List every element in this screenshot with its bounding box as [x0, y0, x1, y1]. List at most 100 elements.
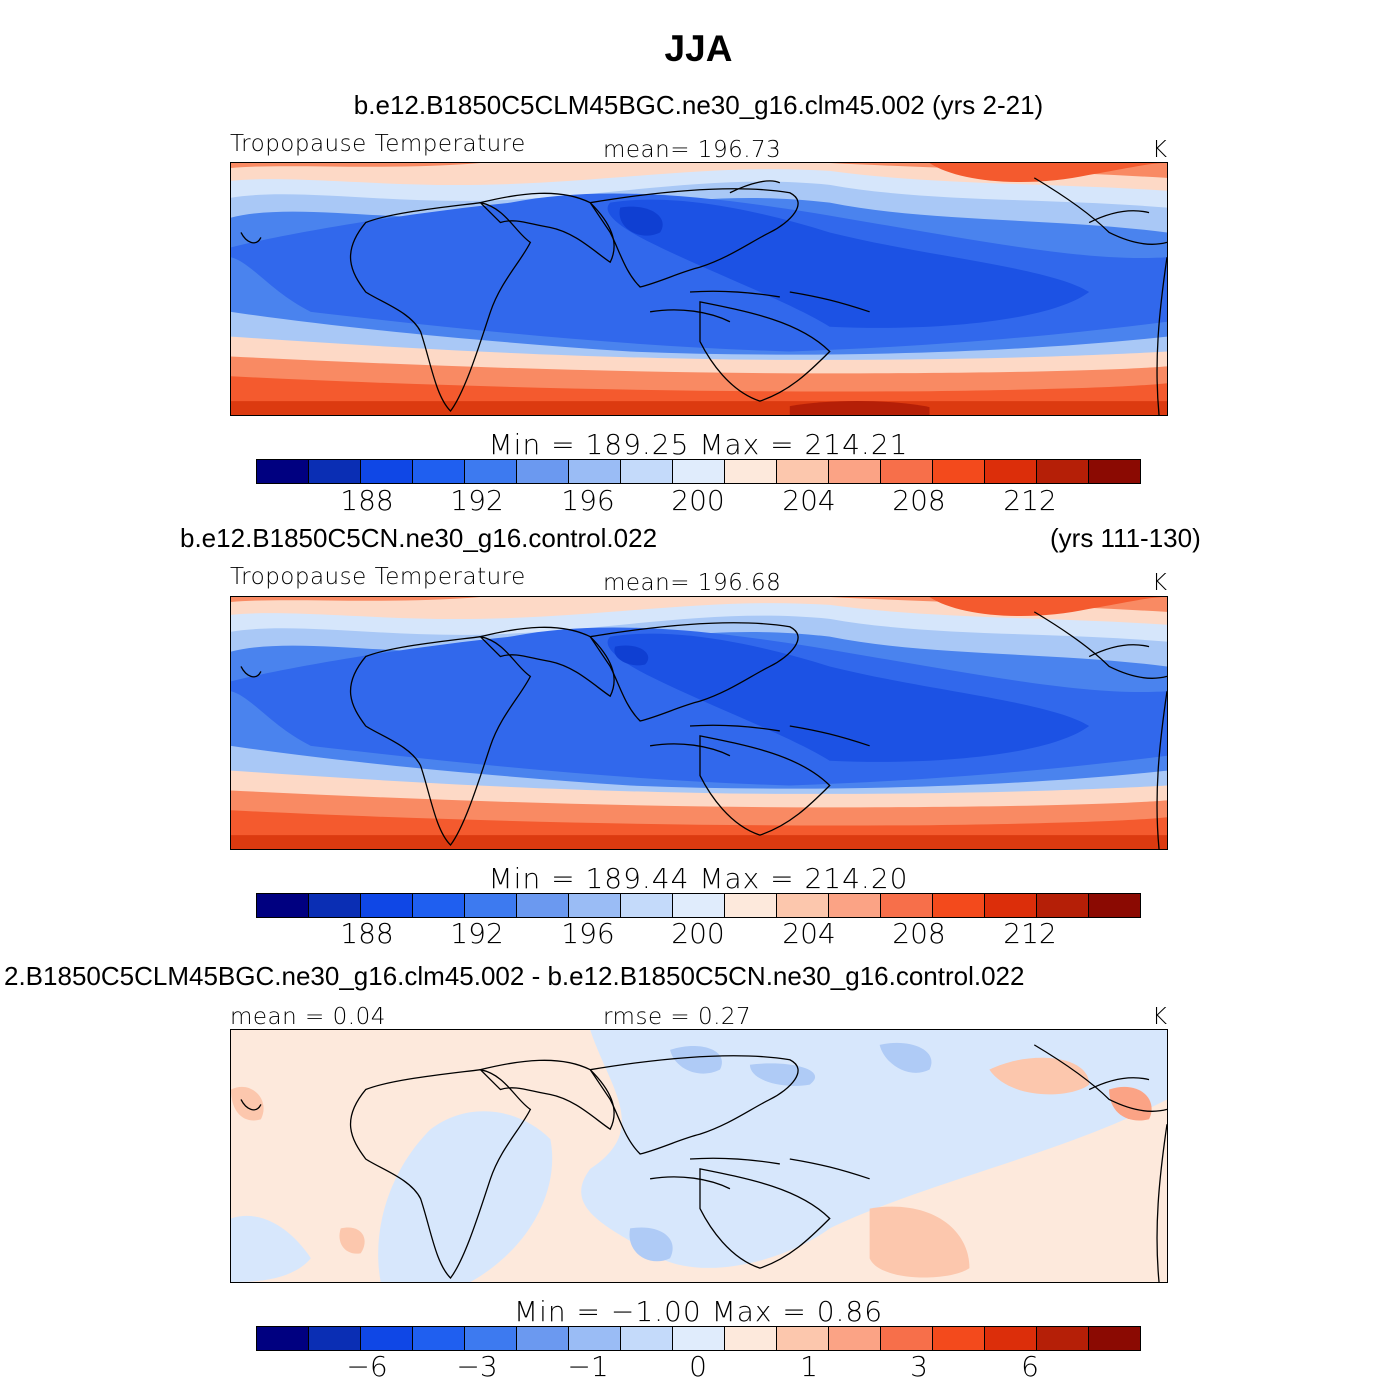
variable-label-2: Tropopause Temperature	[230, 564, 526, 590]
colorbar-swatch	[517, 1327, 569, 1350]
case-title-1: b.e12.B1850C5CLM45BGC.ne30_g16.clm45.002…	[353, 90, 1044, 120]
tick-label: 6	[1021, 1350, 1039, 1383]
colorbar-swatch	[309, 1327, 361, 1350]
colorbar-swatch	[881, 460, 933, 483]
tick-label: 196	[561, 917, 615, 950]
tick-label: 188	[340, 484, 394, 517]
colorbar-swatch	[569, 1327, 621, 1350]
tick-label: 188	[340, 917, 394, 950]
tick-label: 200	[671, 484, 725, 517]
colorbar-3	[256, 1326, 1141, 1351]
colorbar-swatch	[673, 1327, 725, 1350]
colorbar-swatch	[465, 894, 517, 917]
case-title-3: 2.B1850C5CLM45BGC.ne30_g16.clm45.002 - b…	[4, 961, 1025, 991]
tick-label: 192	[450, 484, 504, 517]
colorbar-swatch	[933, 894, 985, 917]
map-panel-3	[230, 1029, 1168, 1283]
colorbar-swatch	[257, 894, 309, 917]
colorbar-swatch	[465, 1327, 517, 1350]
tick-label: 208	[892, 917, 946, 950]
coastlines-1	[240, 177, 1167, 415]
colorbar-swatch	[829, 894, 881, 917]
tick-label: 212	[1003, 917, 1057, 950]
colorbar-swatch	[829, 1327, 881, 1350]
tick-label: 212	[1003, 484, 1057, 517]
units-label-3: K	[1152, 1004, 1168, 1030]
colorbar-swatch	[673, 460, 725, 483]
tick-label: −1	[567, 1350, 609, 1383]
colorbar-swatch	[257, 1327, 309, 1350]
tick-label: 192	[450, 917, 504, 950]
colorbar-swatch	[881, 894, 933, 917]
tick-label: 200	[671, 917, 725, 950]
mean-label-1: mean= 196.73	[603, 137, 782, 163]
tick-label: 204	[782, 917, 836, 950]
colorbar-swatch	[673, 894, 725, 917]
contour-fill-2	[231, 597, 1167, 849]
colorbar-swatch	[361, 1327, 413, 1350]
colorbar-swatch	[725, 894, 777, 917]
contour-fill-1	[231, 163, 1167, 415]
colorbar-swatch	[777, 1327, 829, 1350]
variable-label-1: Tropopause Temperature	[230, 131, 526, 157]
tick-label: 3	[910, 1350, 928, 1383]
colorbar-swatch	[309, 894, 361, 917]
units-label-1: K	[1152, 137, 1168, 163]
coastlines-2	[240, 611, 1167, 849]
colorbar-swatch	[985, 1327, 1037, 1350]
colorbar-swatch	[985, 460, 1037, 483]
mean-label-2: mean= 196.68	[603, 570, 782, 596]
colorbar-swatch	[569, 894, 621, 917]
colorbar-swatch	[829, 460, 881, 483]
colorbar-swatch	[413, 1327, 465, 1350]
minmax-label-2: Min = 189.44 Max = 214.20	[488, 862, 909, 895]
tick-label: 196	[561, 484, 615, 517]
colorbar-swatch	[621, 1327, 673, 1350]
rmse-label-3: rmse = 0.27	[603, 1004, 752, 1030]
colorbar-swatch	[725, 460, 777, 483]
minmax-label-3: Min = −1.00 Max = 0.86	[513, 1295, 884, 1328]
map-panel-2	[230, 596, 1168, 850]
colorbar-swatch	[413, 460, 465, 483]
colorbar-swatch	[1037, 460, 1089, 483]
colorbar-swatch	[621, 460, 673, 483]
contour-fill-3	[231, 1030, 1167, 1282]
tick-label: 204	[782, 484, 836, 517]
colorbar-swatch	[933, 460, 985, 483]
colorbar-swatch	[465, 460, 517, 483]
tick-label: 208	[892, 484, 946, 517]
colorbar-swatch	[985, 894, 1037, 917]
colorbar-swatch	[361, 894, 413, 917]
page-title: JJA	[664, 28, 733, 69]
colorbar-swatch	[1089, 1327, 1140, 1350]
colorbar-swatch	[1037, 894, 1089, 917]
colorbar-swatch	[257, 460, 309, 483]
colorbar-swatch	[621, 894, 673, 917]
tick-label: 0	[689, 1350, 707, 1383]
mean-label-3: mean = 0.04	[230, 1004, 386, 1030]
colorbar-swatch	[777, 894, 829, 917]
colorbar-swatch	[413, 894, 465, 917]
tick-label: −3	[456, 1350, 498, 1383]
colorbar-swatch	[933, 1327, 985, 1350]
colorbar-swatch	[361, 460, 413, 483]
colorbar-2	[256, 893, 1141, 918]
colorbar-swatch	[569, 460, 621, 483]
colorbar-swatch	[517, 460, 569, 483]
colorbar-swatch	[1037, 1327, 1089, 1350]
case-title-2: b.e12.B1850C5CN.ne30_g16.control.022	[180, 523, 658, 553]
colorbar-swatch	[309, 460, 361, 483]
units-label-2: K	[1152, 570, 1168, 596]
colorbar-1	[256, 459, 1141, 484]
colorbar-swatch	[1089, 894, 1140, 917]
tick-label: 1	[800, 1350, 818, 1383]
coastlines-3	[240, 1044, 1167, 1282]
colorbar-swatch	[1089, 460, 1140, 483]
map-panel-1	[230, 162, 1168, 416]
years-label-2: (yrs 111-130)	[1050, 523, 1201, 553]
tick-label: −6	[346, 1350, 388, 1383]
colorbar-swatch	[881, 1327, 933, 1350]
minmax-label-1: Min = 189.25 Max = 214.21	[488, 428, 909, 461]
colorbar-swatch	[777, 460, 829, 483]
colorbar-swatch	[725, 1327, 777, 1350]
